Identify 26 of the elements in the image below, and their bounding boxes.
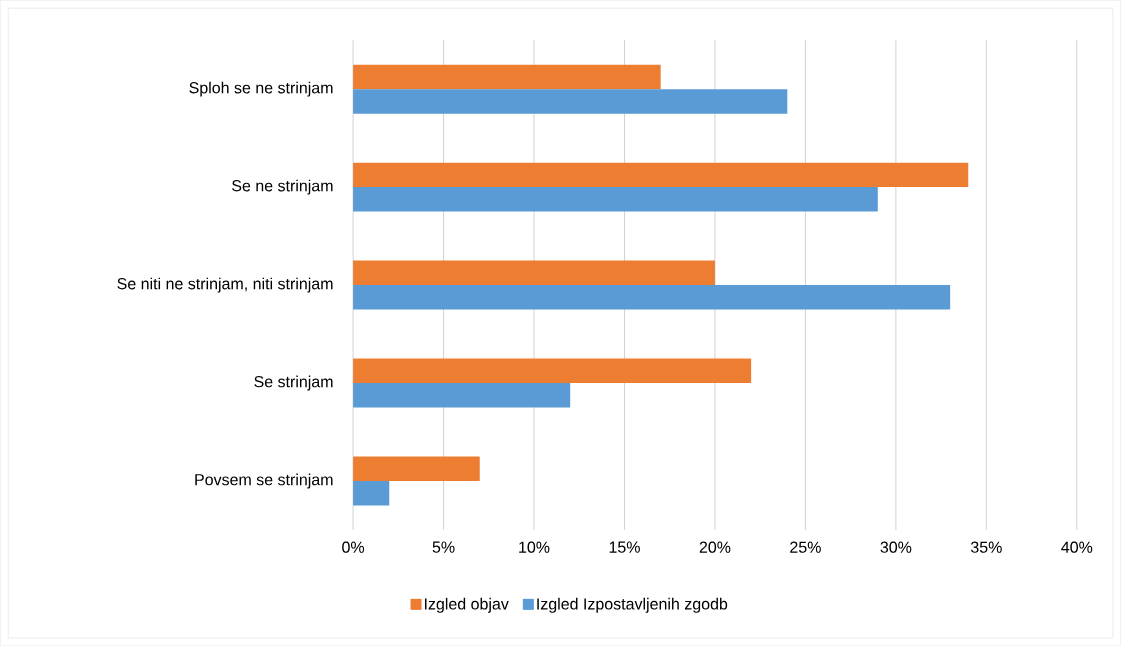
- y-tick-label: Povsem se strinjam: [195, 473, 333, 489]
- legend-label: Izgled objav: [424, 597, 509, 613]
- x-tick-label: 25%: [790, 541, 821, 553]
- bar: [353, 382, 571, 408]
- bar: [353, 480, 390, 506]
- legend-label: Izgled Izpostavljenih zgodb: [537, 597, 728, 613]
- bar: [353, 187, 878, 212]
- x-tick-label: 30%: [880, 541, 912, 553]
- y-tick-label: Se ne strinjam: [232, 179, 333, 195]
- x-tick-label: 15%: [609, 541, 640, 553]
- x-tick-label: 35%: [970, 541, 1002, 553]
- bar: [353, 285, 951, 310]
- x-tick-label: 5%: [432, 541, 455, 553]
- x-tick-label: 0%: [342, 541, 365, 553]
- bar: [353, 89, 788, 114]
- bar: [353, 260, 715, 286]
- bar: [353, 64, 661, 90]
- x-tick-label: 20%: [699, 541, 731, 553]
- x-tick-label: 10%: [519, 541, 550, 553]
- y-tick-label: Se niti ne strinjam, niti strinjam: [117, 277, 333, 293]
- bar: [353, 456, 480, 481]
- bar: [353, 162, 969, 188]
- y-tick-label: Se strinjam: [254, 375, 333, 391]
- bar: [353, 358, 752, 383]
- y-tick-label: Sploh se ne strinjam: [189, 81, 333, 97]
- x-tick-label: 40%: [1061, 541, 1093, 553]
